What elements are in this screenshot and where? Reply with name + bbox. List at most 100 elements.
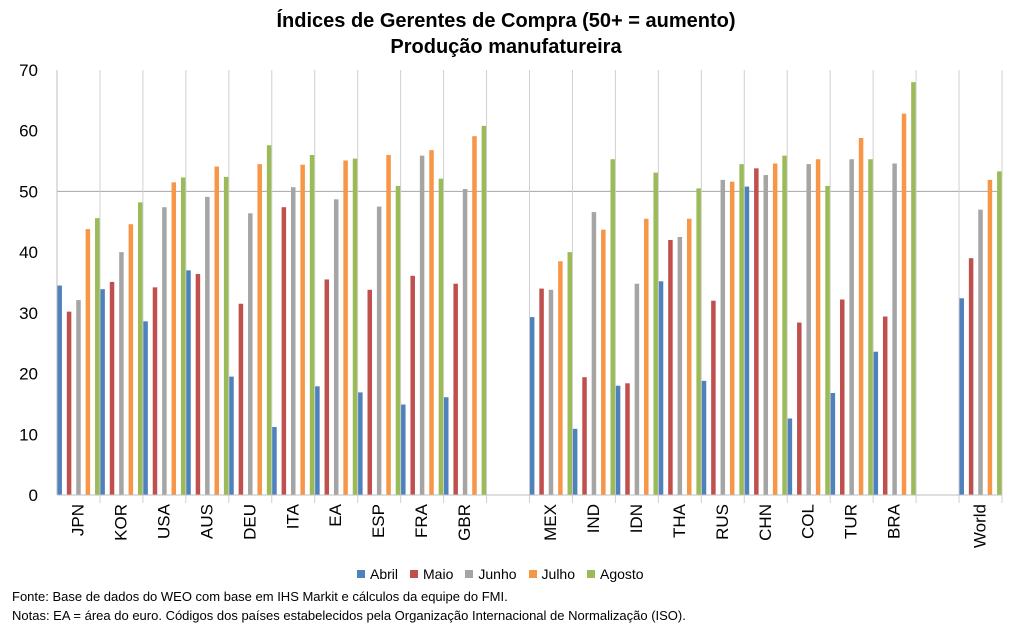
bar-ita-abril bbox=[272, 427, 277, 495]
y-tick-label: 0 bbox=[29, 486, 38, 505]
bar-ea-junho bbox=[333, 199, 339, 495]
bar-col-julho bbox=[815, 159, 821, 495]
bar-mex-abril bbox=[529, 317, 535, 495]
legend-swatch bbox=[410, 570, 419, 578]
bar-tur-maio bbox=[840, 299, 845, 495]
bar-aus-julho bbox=[214, 166, 219, 496]
bar-tha-junho bbox=[677, 236, 683, 495]
bar-kor-agosto bbox=[137, 202, 143, 496]
bar-chn-abril bbox=[744, 186, 750, 495]
x-tick-labels: JPN KOR USA AUS DEU ITA EA ESP FRA GBR MEX IND IDN TH… bbox=[68, 503, 989, 548]
bar-jpn-abril bbox=[57, 285, 62, 495]
bar-bra-junho bbox=[892, 163, 897, 495]
bar-tur-abril bbox=[830, 393, 836, 495]
bar-ita-julho bbox=[300, 164, 305, 495]
bar-aus-abril bbox=[186, 270, 191, 495]
bar-gbr-agosto bbox=[481, 125, 487, 496]
bar-bra-maio bbox=[882, 316, 888, 495]
legend-swatch bbox=[465, 570, 474, 578]
bar-jpn-julho bbox=[85, 229, 91, 495]
legend-label: Agosto bbox=[600, 566, 644, 582]
legend-item-junho: Junho bbox=[465, 566, 517, 582]
bar-fra-maio bbox=[410, 275, 415, 495]
bar-tur-julho bbox=[858, 138, 864, 495]
bar-idn-agosto bbox=[653, 172, 658, 496]
bar-rus-maio bbox=[711, 300, 716, 495]
x-tick-label: GBR bbox=[455, 504, 474, 541]
bar-ind-julho bbox=[601, 229, 606, 495]
bar-idn-maio bbox=[625, 383, 630, 495]
bar-idn-julho bbox=[644, 218, 649, 495]
x-tick-label: KOR bbox=[111, 504, 130, 541]
x-tick-label: COL bbox=[799, 504, 818, 539]
bar-kor-abril bbox=[100, 289, 105, 495]
y-tick-label: 60 bbox=[19, 122, 38, 141]
chart-title-line-2: Produção manufatureira bbox=[390, 36, 622, 58]
x-tick-label: IDN bbox=[627, 504, 646, 533]
bar-chn-junho bbox=[763, 175, 768, 496]
notes: Fonte: Base de dados do WEO com base em … bbox=[12, 587, 686, 625]
chart-title: Índices de Gerentes de Compra (50+ = aum… bbox=[0, 8, 1012, 60]
footnote: Notas: EA = área do euro. Códigos dos pa… bbox=[12, 608, 686, 623]
bar-ind-abril bbox=[572, 428, 578, 495]
bar-ind-agosto bbox=[610, 159, 615, 495]
legend-item-abril: Abril bbox=[357, 566, 398, 582]
bar-deu-junho bbox=[248, 213, 253, 496]
bar-tha-abril bbox=[658, 281, 664, 495]
x-tick-label: AUS bbox=[197, 504, 216, 539]
bar-usa-agosto bbox=[180, 177, 186, 495]
bar-ea-julho bbox=[343, 160, 348, 495]
bar-bra-abril bbox=[873, 351, 879, 495]
legend-label: Abril bbox=[370, 566, 399, 582]
bar-bra-agosto bbox=[911, 82, 916, 495]
bar-tur-junho bbox=[849, 159, 854, 495]
bar-fra-agosto bbox=[438, 178, 444, 495]
bar-ea-maio bbox=[324, 279, 330, 495]
bar-esp-agosto bbox=[395, 185, 401, 495]
bar-ita-agosto bbox=[309, 155, 315, 495]
bar-mex-agosto bbox=[567, 252, 573, 495]
legend-item-agosto: Agosto bbox=[587, 566, 644, 582]
bar-gbr-maio bbox=[453, 283, 458, 495]
bar-col-junho bbox=[806, 164, 811, 496]
x-tick-label: World bbox=[971, 504, 990, 548]
bar-gbr-abril bbox=[444, 397, 449, 495]
bar-jpn-agosto bbox=[95, 218, 100, 495]
bar-aus-agosto bbox=[223, 176, 229, 496]
legend-swatch bbox=[528, 570, 537, 578]
x-tick-label: IND bbox=[584, 504, 603, 533]
source-note: Fonte: Base de dados do WEO com base em … bbox=[12, 589, 508, 604]
bar-ea-abril bbox=[315, 386, 320, 495]
legend-swatch bbox=[587, 570, 595, 578]
bar-esp-julho bbox=[386, 155, 391, 495]
bar-aus-junho bbox=[205, 196, 210, 495]
bar-ea-agosto bbox=[352, 158, 358, 495]
bar-jpn-junho bbox=[76, 300, 81, 495]
bar-chn-agosto bbox=[782, 155, 787, 496]
x-tick-label: THA bbox=[670, 503, 689, 538]
bar-fra-julho bbox=[429, 150, 434, 495]
bar-tha-agosto bbox=[696, 188, 701, 495]
bar-col-agosto bbox=[825, 185, 830, 495]
bar-mex-julho bbox=[558, 261, 563, 495]
bar-rus-agosto bbox=[739, 164, 744, 496]
x-tick-label: RUS bbox=[713, 504, 732, 540]
x-tick-label: FRA bbox=[412, 503, 431, 538]
chart-title-line-1: Índices de Gerentes de Compra (50+ = aum… bbox=[276, 10, 736, 32]
legend-label: Junho bbox=[478, 566, 517, 582]
bar-fra-abril bbox=[401, 404, 406, 495]
bar-ita-junho bbox=[291, 187, 296, 495]
bar-gbr-junho bbox=[462, 189, 468, 495]
bar-rus-abril bbox=[701, 380, 707, 495]
bar-kor-julho bbox=[128, 224, 134, 495]
y-tick-label: 30 bbox=[19, 304, 38, 323]
legend-swatch bbox=[357, 570, 365, 578]
bar-tur-agosto bbox=[868, 159, 873, 495]
bar-deu-abril bbox=[229, 376, 234, 495]
bar-esp-junho bbox=[376, 206, 382, 496]
bar-deu-julho bbox=[257, 164, 262, 496]
legend: Abril Maio Junho Julho Agosto bbox=[357, 564, 656, 584]
x-tick-label: TUR bbox=[842, 504, 861, 539]
bar-usa-julho bbox=[171, 182, 177, 495]
